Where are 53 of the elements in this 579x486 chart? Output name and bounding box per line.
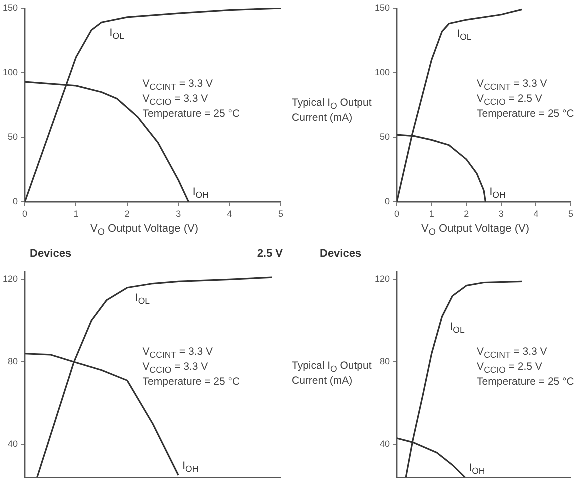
- y-tick-label: 0: [385, 196, 390, 207]
- y-tick-label: 40: [8, 439, 18, 450]
- annotation: V$_{CCINT}$ = 3.3 V: [142, 78, 213, 92]
- x-tick-label: 3: [176, 209, 182, 220]
- series-label: I$_{OH}$: [192, 186, 209, 200]
- annotation: Temperature = 25 °C: [477, 376, 574, 388]
- annotation: V$_{CCIO}$ = 3.3 V: [142, 93, 208, 108]
- series-label: I$_{OL}$: [450, 320, 465, 335]
- series-label: I$_{OH}$: [182, 460, 199, 474]
- x-tick-label: 0: [394, 209, 400, 220]
- annotation: V$_{CCINT}$ = 3.3 V: [477, 78, 548, 92]
- x-axis-title: V$_{O}$ Output Voltage (V): [420, 223, 531, 240]
- x-tick-label: 1: [74, 209, 79, 220]
- y-tick-label: 150: [374, 2, 390, 13]
- annotation: Temperature = 25 °C: [477, 108, 574, 120]
- y-tick-label: 120: [374, 274, 390, 284]
- x-axis-title: V$_{O}$ Output Voltage (V): [89, 223, 200, 240]
- chart-title: Devices: [30, 247, 72, 262]
- series-label: I$_{OL}$: [457, 28, 472, 42]
- x-tick-label: 5: [278, 209, 284, 220]
- annotation: V$_{CCIO}$ = 2.5 V: [477, 360, 542, 375]
- x-tick-label: 4: [227, 209, 232, 220]
- x-tick-label: 2: [464, 209, 470, 220]
- y-axis-title: Typical I$_{O}$ Output Current (mA): [292, 360, 372, 389]
- annotation: V$_{CCINT}$ = 3.3 V: [477, 346, 548, 360]
- y-tick-label: 150: [2, 2, 18, 13]
- annotation: V$_{CCIO}$ = 3.3 V: [142, 360, 208, 375]
- series-label: I$_{OH}$: [490, 186, 506, 200]
- y-tick-label: 100: [2, 67, 18, 78]
- y-tick-label: 50: [8, 132, 18, 142]
- x-tick-label: 5: [568, 209, 574, 220]
- x-tick-label: 2: [124, 209, 130, 220]
- series-label: I$_{OL}$: [110, 26, 124, 41]
- y-tick-label: 0: [13, 196, 18, 207]
- chart-subtitle: 2.5 V: [257, 247, 283, 262]
- y-axis-title: Typical I$_{O}$ Output Current (mA): [292, 97, 372, 126]
- series-label: I$_{OH}$: [469, 462, 486, 476]
- annotation: V$_{CCIO}$ = 2.5 V: [477, 93, 542, 108]
- y-tick-label: 120: [2, 274, 18, 284]
- annotation: Temperature = 25 °C: [142, 108, 240, 120]
- y-tick-label: 80: [380, 356, 390, 367]
- y-tick-label: 80: [8, 356, 18, 367]
- annotation: Temperature = 25 °C: [142, 376, 240, 388]
- chart-title: Devices: [320, 247, 362, 262]
- series-label: I$_{OL}$: [135, 292, 150, 306]
- x-tick-label: 3: [498, 209, 504, 220]
- x-tick-label: 0: [22, 209, 28, 220]
- x-tick-label: 4: [534, 209, 539, 220]
- y-tick-label: 40: [380, 439, 390, 450]
- x-tick-label: 1: [429, 209, 434, 220]
- y-tick-label: 100: [374, 67, 390, 78]
- y-tick-label: 50: [380, 132, 390, 142]
- annotation: V$_{CCINT}$ = 3.3 V: [142, 346, 213, 360]
